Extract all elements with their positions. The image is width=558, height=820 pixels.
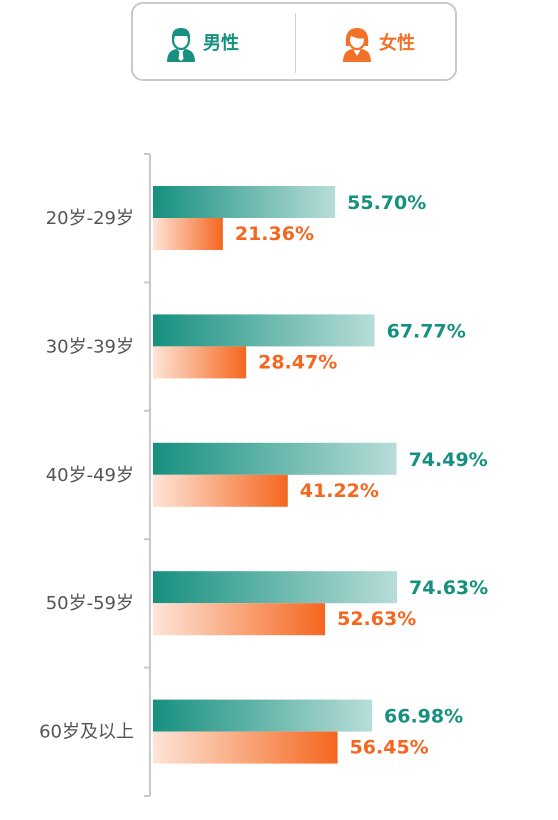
- value-label-male: 74.63%: [409, 577, 488, 599]
- value-label-female: 41.22%: [300, 480, 379, 502]
- value-label-female: 52.63%: [337, 608, 416, 630]
- value-label-female: 21.36%: [235, 223, 314, 245]
- legend-label-female: 女性: [379, 33, 415, 54]
- bar-male: [153, 571, 398, 604]
- category-label: 30岁-39岁: [46, 336, 134, 357]
- bar-male: [153, 442, 397, 475]
- bar-female: [153, 603, 326, 636]
- legend-divider: [295, 13, 296, 73]
- category-label: 40岁-49岁: [46, 465, 134, 486]
- bar-male: [153, 699, 373, 732]
- male-user-icon: [167, 28, 195, 62]
- value-label-male: 66.98%: [384, 706, 463, 728]
- bar-female: [153, 731, 338, 764]
- bar-female: [153, 346, 247, 379]
- legend: 男性 女性: [131, 2, 457, 81]
- category-label: 20岁-29岁: [46, 208, 134, 229]
- bar-male: [153, 186, 336, 218]
- value-label-female: 56.45%: [350, 737, 429, 759]
- category-label: 60岁及以上: [39, 722, 134, 743]
- bar-female: [153, 218, 223, 250]
- legend-item-male[interactable]: 男性: [165, 26, 239, 62]
- legend-label-male: 男性: [203, 33, 239, 54]
- value-label-male: 74.49%: [409, 449, 488, 471]
- bar-female: [153, 474, 288, 507]
- legend-item-female[interactable]: 女性: [341, 26, 415, 62]
- female-user-icon: [343, 28, 371, 62]
- value-label-female: 28.47%: [258, 351, 337, 373]
- value-label-male: 55.70%: [347, 192, 426, 214]
- bar-male: [153, 314, 375, 347]
- category-label: 50岁-59岁: [46, 593, 134, 614]
- value-label-male: 67.77%: [387, 320, 466, 342]
